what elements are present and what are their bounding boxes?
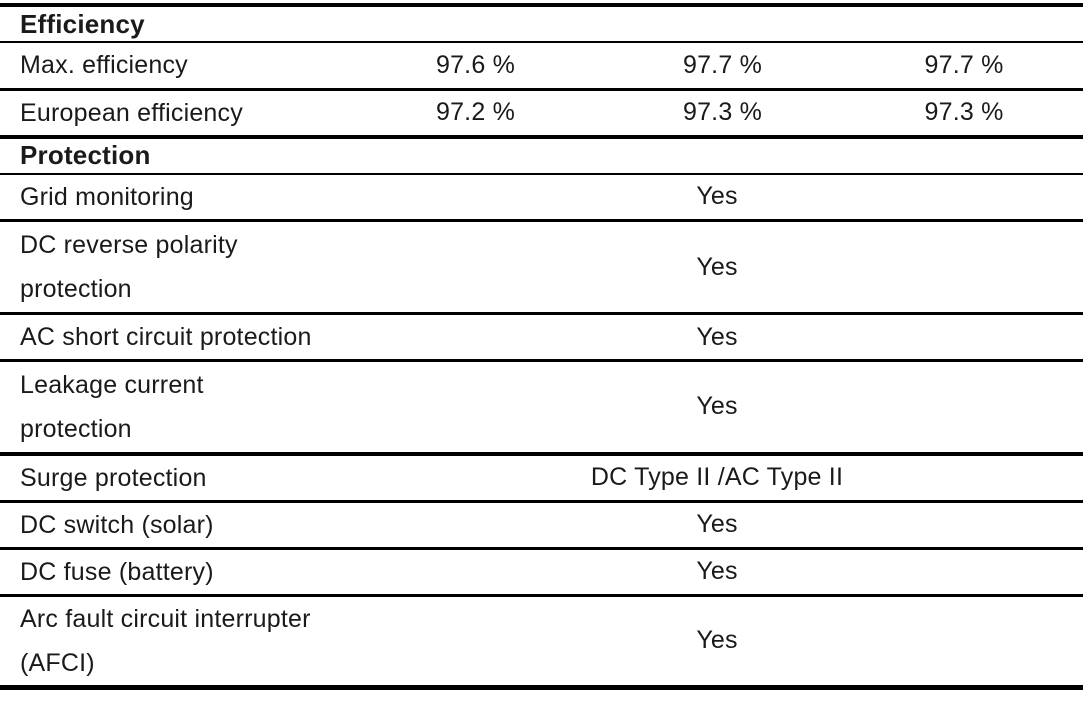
spec-value-col3: 97.7 % [845, 42, 1084, 91]
spec-label: European efficiency [0, 89, 351, 139]
spec-label: Max. efficiency [0, 42, 351, 91]
row-surge-protection: Surge protection DC Type II /AC Type II [0, 453, 1084, 503]
spec-value-col3: 97.3 % [845, 89, 1084, 139]
spec-label: AC short circuit protection [0, 313, 351, 362]
row-dc-reverse-polarity-protection: DC reverse polarity protection Yes [0, 220, 1084, 315]
spec-value: Yes [351, 548, 1084, 597]
spec-label: DC fuse (battery) [0, 548, 351, 597]
row-afci: Arc fault circuit interrupter (AFCI) Yes [0, 595, 1084, 690]
row-dc-fuse-battery: DC fuse (battery) Yes [0, 548, 1084, 597]
spec-value: Yes [351, 501, 1084, 550]
spec-label: Arc fault circuit interrupter (AFCI) [0, 595, 351, 690]
spec-value: Yes [351, 313, 1084, 362]
spec-label-text: Leakage current [20, 370, 204, 399]
spec-value: Yes [351, 173, 1084, 222]
spec-label: Grid monitoring [0, 173, 351, 222]
spec-label: Leakage current protection [0, 360, 351, 456]
spec-label-text: Grid monitoring [20, 182, 194, 211]
spec-label-text: European efficiency [20, 98, 243, 127]
spec-value: Yes [351, 360, 1084, 456]
row-leakage-current-protection: Leakage current protection Yes [0, 360, 1084, 456]
spec-label-text: Surge protection [20, 463, 207, 492]
spec-label-text: DC fuse (battery) [20, 557, 214, 586]
spec-label-text: AC short circuit protection [20, 323, 312, 351]
section-header-row-efficiency: Efficiency [0, 5, 1084, 43]
spec-value-col1: 97.2 % [351, 89, 600, 139]
spec-label-text: protection [20, 275, 132, 303]
row-european-efficiency: European efficiency 97.2 % 97.3 % 97.3 % [0, 89, 1084, 139]
section-title: Efficiency [0, 5, 1084, 43]
row-ac-short-circuit-protection: AC short circuit protection Yes [0, 313, 1084, 362]
section-header-row-protection: Protection [0, 136, 1084, 175]
spec-label-text: DC switch (solar) [20, 510, 214, 539]
spec-label-text: (AFCI) [20, 648, 95, 677]
spec-value-col1: 97.6 % [351, 42, 600, 91]
spec-value: DC Type II /AC Type II [351, 453, 1084, 503]
spec-table: Efficiency Max. efficiency 97.6 % 97.7 %… [0, 3, 1084, 690]
spec-value-col2: 97.3 % [600, 89, 845, 139]
spec-label-text: DC reverse polarity [20, 231, 238, 259]
spec-label-text: Arc fault circuit interrupter [20, 604, 311, 633]
spec-value: Yes [351, 595, 1084, 690]
row-grid-monitoring: Grid monitoring Yes [0, 173, 1084, 222]
spec-label-text: protection [20, 414, 132, 443]
spec-label: DC switch (solar) [0, 501, 351, 550]
spec-value: Yes [351, 220, 1084, 315]
spec-label-text: Max. efficiency [20, 51, 188, 80]
spec-label: DC reverse polarity protection [0, 220, 351, 315]
row-dc-switch-solar: DC switch (solar) Yes [0, 501, 1084, 550]
spec-label: Surge protection [0, 453, 351, 503]
spec-value-col2: 97.7 % [600, 42, 845, 91]
row-max-efficiency: Max. efficiency 97.6 % 97.7 % 97.7 % [0, 42, 1084, 91]
section-title: Protection [0, 136, 1084, 175]
